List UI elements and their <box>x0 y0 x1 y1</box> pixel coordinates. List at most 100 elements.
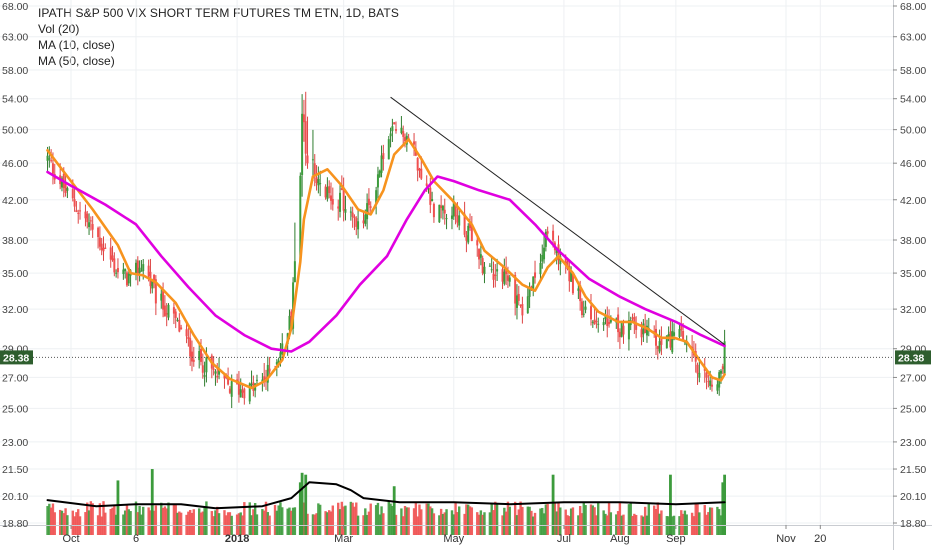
legend-ma10[interactable]: MA (10, close) <box>38 38 115 52</box>
candle-body <box>503 271 506 284</box>
volume-bar <box>483 512 486 535</box>
volume-bar <box>75 512 78 535</box>
volume-bar <box>504 511 508 535</box>
candle-body <box>530 286 533 289</box>
candle-body <box>349 211 352 213</box>
ma50-line <box>46 170 726 353</box>
volume-bar <box>179 512 183 535</box>
volume-bar <box>597 501 600 535</box>
candle-body <box>364 214 367 224</box>
candle-body <box>174 311 177 318</box>
volume-spike <box>150 469 154 535</box>
volume-bar <box>488 512 492 535</box>
candle-body <box>73 199 76 207</box>
candle-body <box>707 381 710 383</box>
volume-bar <box>495 504 499 535</box>
volume-spike <box>304 474 308 535</box>
candle-body <box>218 368 221 375</box>
price-tick-label-left: 23.00 <box>2 437 28 449</box>
volume-bar <box>445 509 448 535</box>
candle-body <box>288 315 291 331</box>
candle-body <box>84 211 87 219</box>
volume-bar <box>317 503 320 535</box>
candle-body <box>302 114 305 123</box>
candle-body <box>506 275 509 281</box>
candle-body <box>304 121 307 154</box>
volume-bar <box>185 514 188 535</box>
candle-body <box>633 316 636 323</box>
grid-lines <box>0 0 893 525</box>
candle-body <box>539 262 542 275</box>
time-tick-label: Sep <box>666 533 686 545</box>
volume-bar <box>64 508 67 535</box>
price-tick-label: 18.80 <box>900 518 926 530</box>
candle-body <box>66 188 69 191</box>
volume-bar <box>279 502 282 535</box>
candle-body <box>216 375 219 378</box>
candle-body <box>617 314 620 333</box>
volume-bar <box>439 508 443 535</box>
candle-body <box>178 320 181 332</box>
volume-bar <box>138 505 141 535</box>
candle-body <box>543 247 546 260</box>
volume-bar <box>694 503 697 535</box>
volume-bar <box>400 508 403 535</box>
price-tick-label-left: 27.00 <box>2 372 28 384</box>
candle-body <box>655 328 657 346</box>
candle-body <box>46 155 49 161</box>
volume-bar <box>324 511 327 535</box>
volume-bar <box>690 512 694 535</box>
volume-bar <box>160 502 163 535</box>
volume-bar <box>306 513 309 535</box>
volume-bar <box>142 506 145 535</box>
candle-body <box>293 261 296 283</box>
volume-bar <box>607 502 611 535</box>
volume-bar <box>77 509 80 535</box>
price-tick-label: 35.00 <box>900 268 926 280</box>
volume-bar <box>49 507 53 535</box>
volume-bar <box>703 505 706 535</box>
volume-bar <box>652 505 656 535</box>
candle-body <box>467 225 470 243</box>
candle-body <box>591 321 594 323</box>
volume-bar <box>454 502 457 535</box>
volume-bar <box>190 512 194 535</box>
candle-body <box>465 235 468 241</box>
candle-body <box>440 205 443 208</box>
last-price-badge-left: 28.38 <box>3 352 29 364</box>
candle-body <box>127 273 130 284</box>
volume-bar <box>591 505 595 535</box>
candle-body <box>571 273 574 294</box>
volume-bar <box>465 504 468 535</box>
candle-body <box>418 168 421 171</box>
volume-bar <box>517 509 520 535</box>
volume-bar <box>541 507 544 535</box>
volume-bar <box>680 510 683 535</box>
candle-body <box>299 175 302 263</box>
volume-bar <box>519 501 522 535</box>
legend-vol[interactable]: Vol (20) <box>38 22 80 36</box>
price-tick-label-left: 38.00 <box>2 235 28 247</box>
volume-bar <box>217 513 221 535</box>
candle-body <box>577 288 580 291</box>
volume-bar <box>165 508 168 535</box>
candle-body <box>115 272 118 274</box>
indicator-lines <box>0 96 893 510</box>
candle-body <box>416 157 419 171</box>
candle-body <box>109 247 112 260</box>
volume-bar <box>660 510 663 535</box>
volume-bar <box>277 505 280 535</box>
candle-body <box>378 170 381 177</box>
volume-bar <box>109 508 112 535</box>
candle-body <box>98 237 101 247</box>
candle-body <box>528 288 531 297</box>
candle-body <box>138 267 141 274</box>
candle-body <box>367 198 370 206</box>
volume-bar <box>387 501 390 535</box>
legend-ma50[interactable]: MA (50, close) <box>38 54 115 68</box>
volume-bar <box>226 512 230 535</box>
candle-body <box>514 274 517 304</box>
price-tick-label: 32.00 <box>900 304 926 316</box>
candle-body <box>136 260 139 276</box>
